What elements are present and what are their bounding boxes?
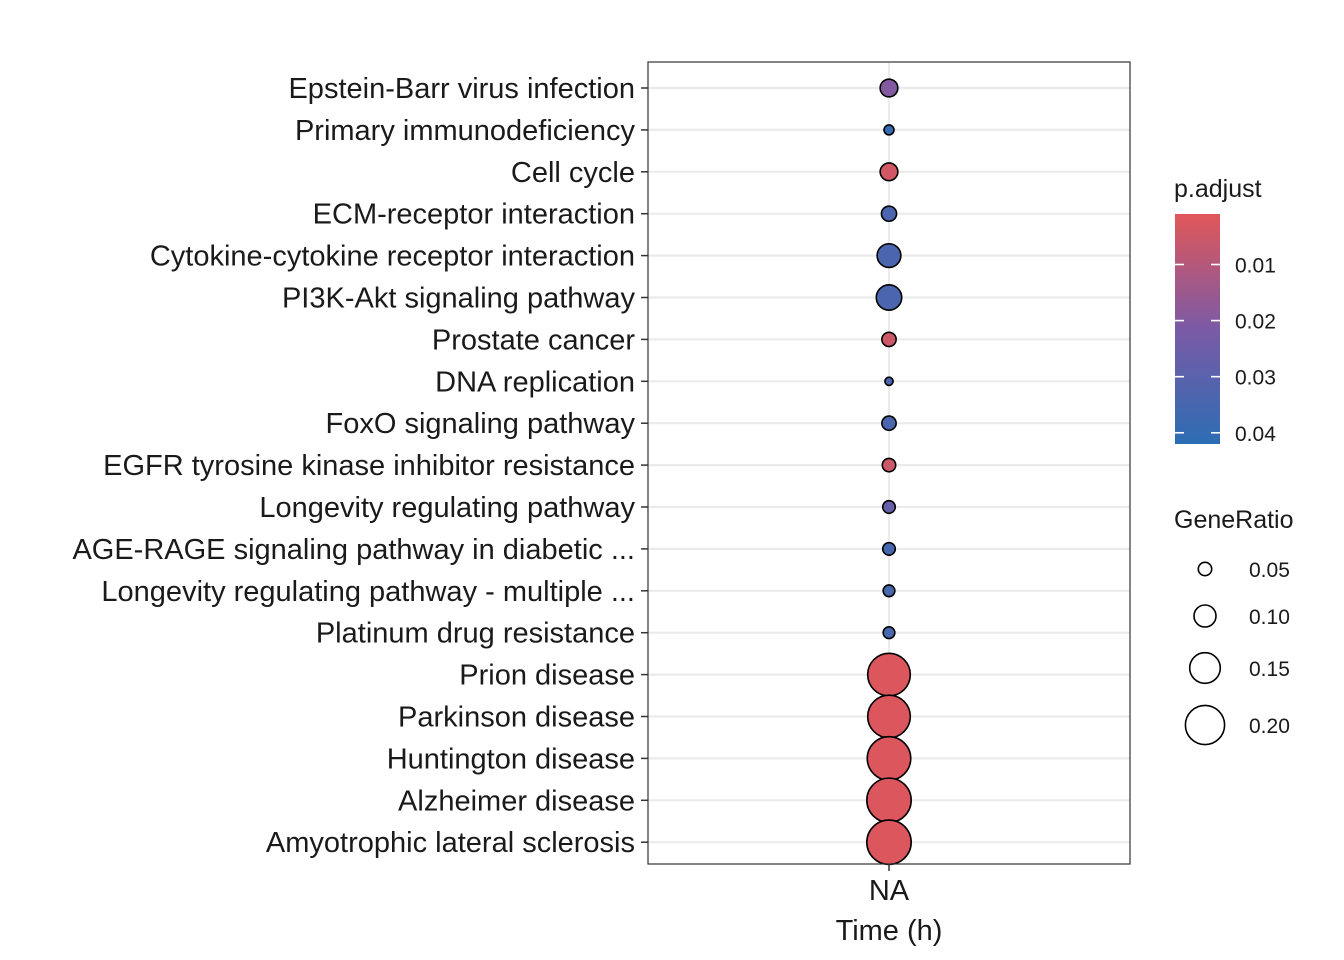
size-legend-label: 0.10 [1249,606,1290,629]
color-legend-label: 0.02 [1235,311,1276,334]
data-point [882,626,896,640]
y-tick-label: Prion disease [459,660,635,692]
size-legend-circle [1184,704,1226,746]
data-point [881,331,897,348]
size-legend-label: 0.05 [1249,559,1290,582]
y-tick-label: Longevity regulating pathway - multiple … [101,576,635,608]
y-tick-label: Amyotrophic lateral sclerosis [266,827,635,859]
color-legend-title: p.adjust [1174,175,1262,203]
data-point [866,735,912,781]
y-axis: Epstein-Barr virus infection Primary immu… [72,73,648,859]
y-tick-label: DNA replication [435,366,635,398]
y-tick-label: Alzheimer disease [398,785,635,817]
y-tick-label: Longevity regulating pathway [259,492,635,524]
data-point [866,777,912,824]
color-legend-bar [1175,214,1220,444]
y-tick-label: Cytokine-cytokine receptor interaction [150,241,635,273]
data-point [866,694,912,739]
size-legend-label: 0.15 [1249,658,1290,681]
data-point [881,457,897,473]
data-point [882,584,896,598]
size-legend-circle [1188,651,1222,685]
size-legend-label: 0.20 [1249,715,1290,738]
size-legend-title: GeneRatio [1174,506,1294,534]
data-point [881,415,897,432]
data-point [875,283,903,312]
y-tick-label: Primary immunodeficiency [295,115,636,147]
data-point [881,541,897,556]
color-legend: p.adjust 0.01 0.02 0.03 0.04 [1174,175,1276,446]
data-point [866,652,912,697]
color-legend-label: 0.04 [1235,423,1276,446]
x-axis: NA [869,864,910,907]
data-point [881,499,897,515]
data-point [866,819,912,866]
size-legend: GeneRatio 0.05 0.10 0.15 0.20 [1174,506,1294,746]
data-point [876,242,902,269]
x-tick-label: NA [869,875,910,907]
y-tick-label: Parkinson disease [398,702,635,734]
data-point [879,162,899,182]
y-tick-label: AGE-RAGE signaling pathway in diabetic .… [72,534,635,566]
y-tick-label: Prostate cancer [432,324,635,356]
y-tick-label: Cell cycle [511,157,635,189]
size-legend-circle [1193,604,1217,628]
y-tick-label: PI3K-Akt signaling pathway [282,283,636,315]
y-tick-label: Epstein-Barr virus infection [288,73,635,105]
color-legend-label: 0.03 [1235,367,1276,390]
data-point [883,124,895,136]
y-tick-label: Huntington disease [387,743,635,775]
y-tick-label: ECM-receptor interaction [313,199,635,231]
data-point [879,78,899,98]
x-axis-label: Time (h) [836,915,943,947]
y-tick-label: FoxO signaling pathway [326,408,636,440]
data-point [884,376,894,387]
color-legend-label: 0.01 [1235,254,1276,277]
data-points [866,78,912,866]
data-point [880,205,898,223]
size-legend-circle [1197,561,1213,577]
y-tick-label: Platinum drug resistance [316,618,635,650]
y-tick-label: EGFR tyrosine kinase inhibitor resistanc… [103,450,635,482]
